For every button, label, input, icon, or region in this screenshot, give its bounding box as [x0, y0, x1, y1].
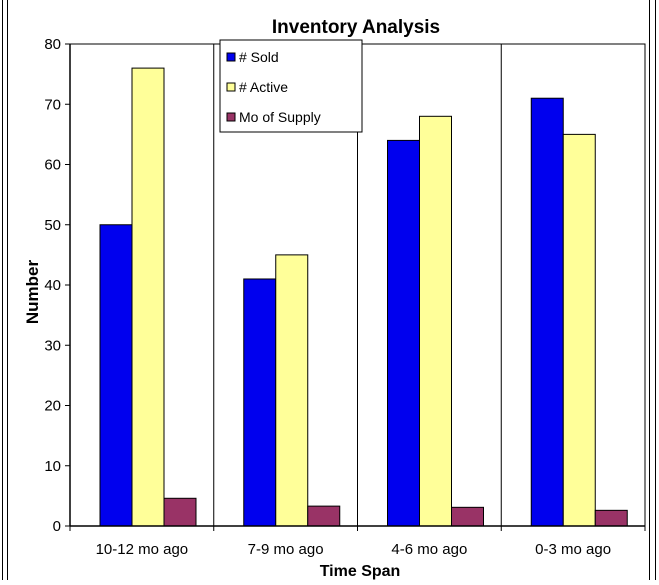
- bar-mo-of-supply-2: [451, 506, 484, 527]
- bar-sold-1: [243, 278, 277, 527]
- legend-label: # Active: [239, 79, 288, 95]
- legend-swatch: [226, 112, 236, 122]
- x-tick-label: 10-12 mo ago: [96, 541, 189, 558]
- x-tick-label: 7-9 mo ago: [248, 541, 324, 558]
- bar-active-3: [562, 133, 596, 527]
- x-tick-label: 4-6 mo ago: [391, 541, 467, 558]
- bar-active-1: [275, 254, 309, 527]
- chart-title: Inventory Analysis: [272, 17, 440, 38]
- bar-active-0: [131, 67, 165, 527]
- y-tick-label: 30: [44, 337, 61, 354]
- bar-active-2: [419, 115, 452, 527]
- y-tick-label: 0: [53, 518, 61, 535]
- ticks-layer: 0 10 20 30 40 50 60 70 80 10-12 mo ago 7-9 mo ago 4…: [44, 36, 646, 558]
- legend-swatch: [226, 82, 236, 92]
- bar-mo-of-supply-1: [307, 505, 341, 527]
- x-axis-title: Time Span: [320, 563, 401, 580]
- y-tick-label: 70: [44, 96, 61, 113]
- y-tick-label: 40: [44, 277, 61, 294]
- legend-label: # Sold: [239, 49, 279, 65]
- bar-sold-0: [99, 224, 133, 527]
- bar-mo-of-supply-3: [594, 509, 628, 527]
- y-tick-label: 50: [44, 217, 61, 234]
- bar-mo-of-supply-0: [163, 497, 197, 527]
- bar-sold-3: [530, 97, 564, 527]
- bar-sold-2: [387, 139, 420, 527]
- y-tick-label: 10: [44, 458, 61, 475]
- legend: # Sold # Active Mo of Supply: [219, 39, 363, 133]
- y-tick-label: 80: [44, 36, 61, 53]
- y-axis-title: Number: [23, 260, 42, 325]
- bars-layer: [99, 67, 628, 527]
- legend-box: [219, 39, 363, 133]
- legend-swatch: [226, 52, 236, 62]
- y-tick-label: 20: [44, 398, 61, 415]
- legend-label: Mo of Supply: [239, 109, 321, 125]
- x-tick-label: 0-3 mo ago: [535, 541, 611, 558]
- y-tick-label: 60: [44, 157, 61, 174]
